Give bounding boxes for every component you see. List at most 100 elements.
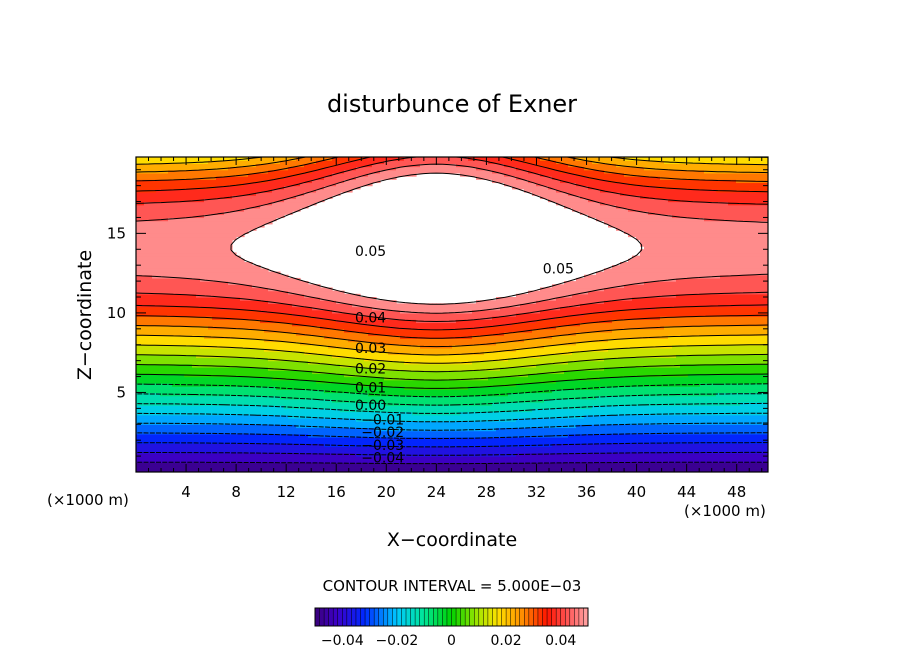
contour-cell (148, 195, 153, 199)
contour-cell (208, 262, 213, 266)
contour-cell (224, 456, 229, 460)
contour-cell (192, 421, 197, 425)
contour-cell (168, 157, 173, 161)
contour-cell (216, 211, 221, 215)
contour-cell (188, 255, 193, 260)
contour-cell (184, 325, 189, 330)
contour-cell (168, 274, 173, 279)
contour-cell (140, 211, 145, 215)
contour-cell (172, 338, 177, 343)
contour-cell (236, 233, 241, 238)
contour-cell (136, 335, 141, 339)
contour-cell (180, 284, 185, 289)
contour-cell (188, 462, 193, 467)
contour-cell (188, 328, 193, 333)
contour-cell (240, 370, 245, 374)
contour-cell (176, 277, 181, 282)
contour-cell (204, 303, 209, 308)
contour-cell (204, 332, 209, 336)
contour-cell (176, 249, 181, 254)
contour-cell (236, 293, 241, 298)
contour-cell (164, 262, 169, 266)
contour-cell (176, 379, 181, 384)
contour-cell (232, 370, 237, 374)
contour-cell (144, 452, 149, 457)
contour-cell (196, 185, 201, 190)
contour-cell (216, 443, 221, 448)
contour-cell (148, 182, 153, 187)
contour-cell (168, 268, 173, 273)
contour-cell (204, 389, 209, 394)
contour-cell (188, 465, 193, 470)
contour-cell (164, 166, 169, 171)
contour-cell (172, 411, 177, 416)
contour-cell (208, 239, 213, 244)
contour-cell (240, 379, 245, 384)
contour-cell (232, 262, 237, 266)
contour-cell (184, 354, 189, 359)
contour-cell (180, 424, 185, 429)
contour-cell (160, 328, 165, 333)
contour-cell (164, 414, 169, 419)
contour-cell (148, 370, 153, 374)
contour-cell (144, 227, 149, 231)
contour-cell (156, 309, 161, 314)
contour-cell (260, 268, 265, 273)
contour-cell (212, 459, 217, 464)
contour-cell (180, 204, 185, 209)
contour-cell (192, 338, 197, 343)
contour-cell (200, 316, 205, 320)
contour-cell (200, 411, 205, 416)
contour-cell (236, 408, 241, 413)
contour-cell (208, 370, 213, 374)
contour-cell (148, 440, 153, 444)
contour-cell (236, 287, 241, 292)
contour-cell (220, 452, 225, 457)
contour-cell (188, 456, 193, 460)
contour-cell (236, 284, 241, 289)
contour-cell (164, 211, 169, 215)
contour-cell (188, 347, 193, 352)
contour-cell (152, 363, 157, 368)
contour-cell (192, 433, 197, 438)
contour-cell (232, 446, 237, 451)
contour-cell (208, 265, 213, 269)
contour-cell (164, 236, 169, 241)
contour-cell (164, 465, 169, 470)
contour-cell (216, 172, 221, 177)
contour-cell (188, 262, 193, 266)
contour-cell (184, 239, 189, 244)
contour-cell (212, 249, 217, 254)
contour-cell (160, 357, 165, 362)
contour-cell (148, 357, 153, 362)
contour-cell (144, 373, 149, 378)
contour-cell (212, 303, 217, 308)
contour-cell (228, 357, 233, 362)
contour-cell (188, 459, 193, 464)
contour-cell (188, 166, 193, 171)
contour-cell (172, 265, 177, 269)
contour-cell (212, 239, 217, 244)
contour-cell (228, 163, 233, 168)
contour-cell (228, 287, 233, 292)
contour-cell (208, 233, 213, 238)
contour-cell (204, 338, 209, 343)
contour-cell (200, 188, 205, 193)
contour-cell (180, 395, 185, 400)
contour-cell (236, 335, 241, 339)
contour-cell (204, 262, 209, 266)
contour-cell (144, 322, 149, 327)
contour-cell (196, 443, 201, 448)
contour-cell (164, 185, 169, 190)
contour-cell (152, 433, 157, 438)
contour-cell (212, 443, 217, 448)
contour-cell (148, 338, 153, 343)
contour-cell (184, 166, 189, 171)
contour-cell (204, 417, 209, 422)
contour-cell (200, 417, 205, 422)
contour-cell (148, 341, 153, 346)
contour-cell (144, 195, 149, 199)
contour-cell (164, 459, 169, 464)
contour-cell (172, 255, 177, 260)
contour-cell (232, 297, 237, 301)
